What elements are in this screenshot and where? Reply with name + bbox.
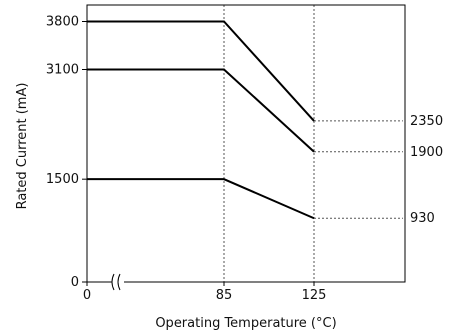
x-axis-title: Operating Temperature (°C) [155, 316, 336, 331]
plot-frame [86, 4, 406, 283]
y-tick-label-1500: 1500 [46, 172, 79, 187]
x-tick-label-125: 125 [302, 288, 327, 303]
right-value-label-1900: 1900 [410, 145, 443, 160]
right-value-label-2350: 2350 [410, 114, 443, 129]
axis-break-mark-right [117, 273, 121, 291]
y-tick-label-3100: 3100 [46, 62, 79, 77]
series-layer [87, 20, 315, 220]
y-tick-label-0: 0 [71, 275, 79, 290]
grid-layer [223, 5, 403, 282]
right-value-label-930: 930 [410, 211, 435, 226]
x-tick-label-85: 85 [216, 288, 233, 303]
frame-layer [86, 4, 406, 291]
series-line-2 [87, 68, 315, 153]
tick-layer: 0 1500 3100 3800 0 85 125 2350 1900 930 [46, 15, 443, 303]
axis-break-mark-left [111, 273, 115, 291]
series-line-3 [87, 178, 315, 220]
series-line-1 [87, 20, 315, 122]
y-axis-title: Rated Current (mA) [15, 83, 30, 210]
y-tick-label-3800: 3800 [46, 15, 79, 30]
x-tick-label-0: 0 [83, 288, 91, 303]
